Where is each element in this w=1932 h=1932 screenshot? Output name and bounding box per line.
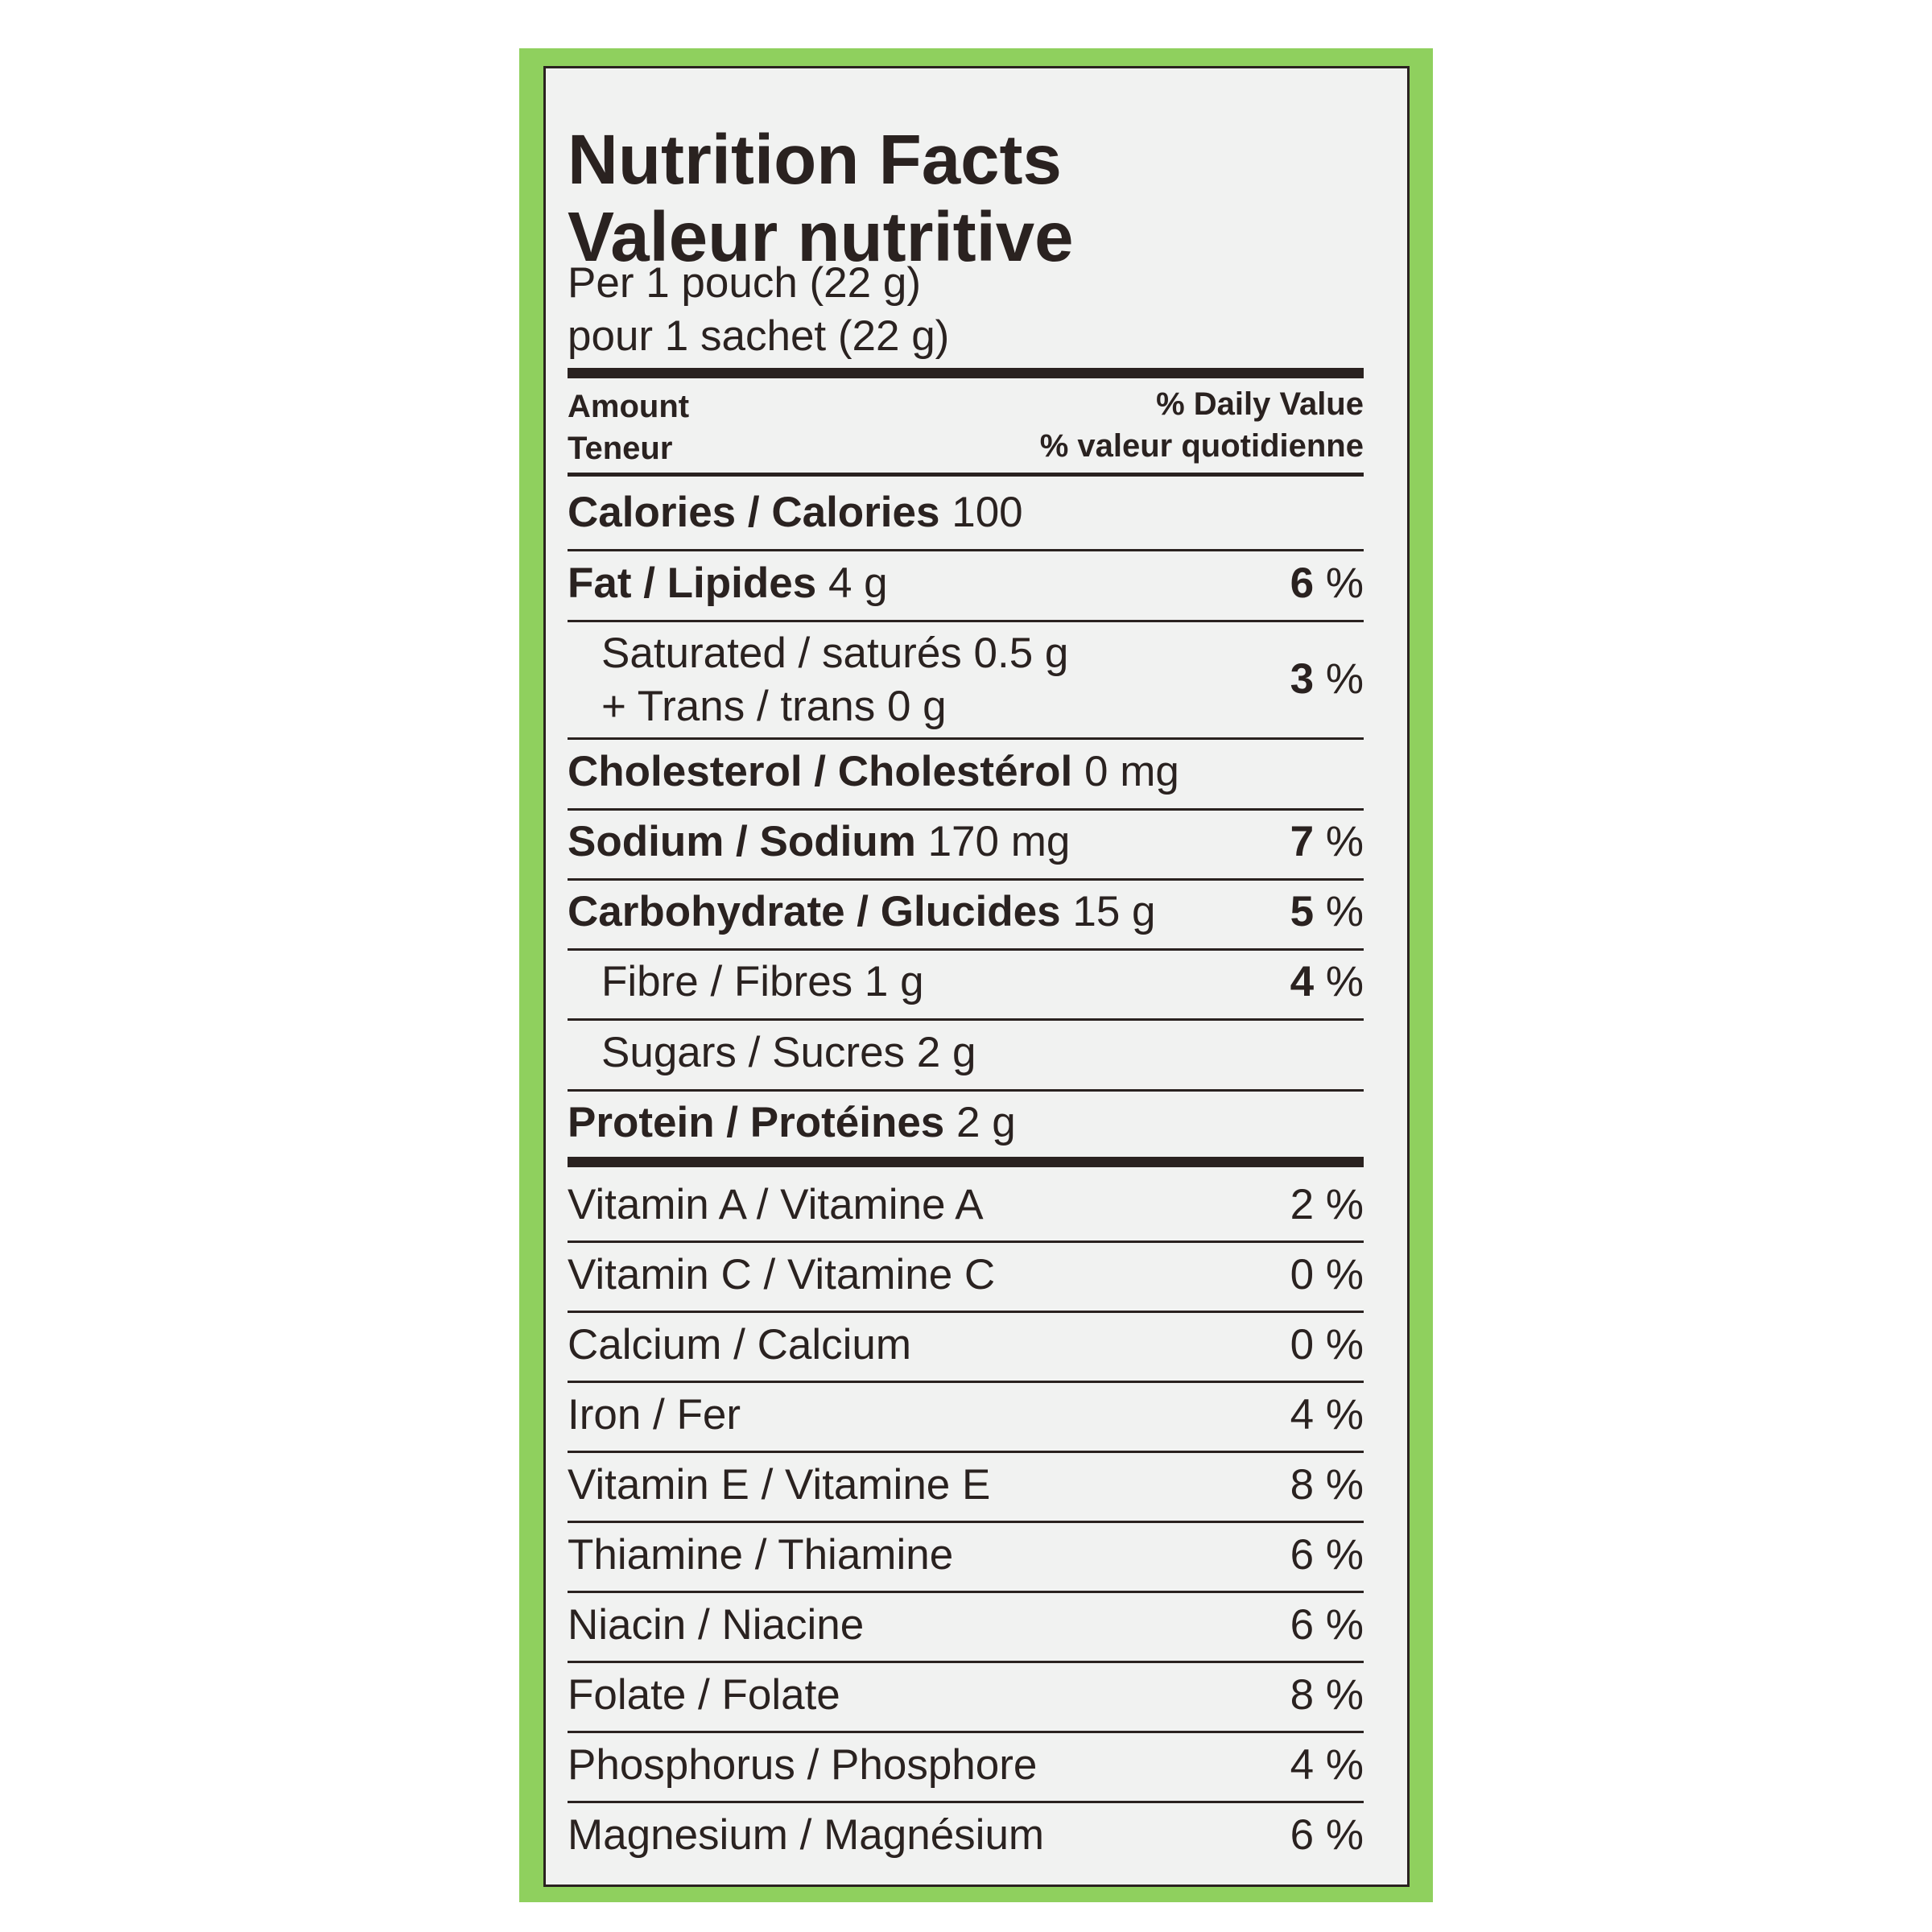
- daily-value-header-english: % Daily Value: [1156, 386, 1364, 422]
- nutrient-label: Sodium / Sodium 170 mg: [568, 818, 1071, 865]
- nutrient-label: Sugars / Sucres 2 g: [601, 1029, 976, 1076]
- daily-value: 5 %: [1290, 888, 1364, 935]
- daily-value: 0 %: [1290, 1251, 1364, 1298]
- divider: [568, 549, 1364, 551]
- divider: [568, 620, 1364, 622]
- daily-value: 7 %: [1290, 818, 1364, 865]
- divider: [568, 1661, 1364, 1663]
- divider: [568, 1089, 1364, 1092]
- vitamin-label: Vitamin C / Vitamine C: [568, 1251, 996, 1298]
- nutrient-label: Fat / Lipides 4 g: [568, 559, 888, 607]
- divider: [568, 1521, 1364, 1523]
- serving-size-english: Per 1 pouch (22 g): [568, 259, 921, 307]
- vitamin-label: Phosphorus / Phosphore: [568, 1741, 1038, 1789]
- vitamin-label: Iron / Fer: [568, 1391, 741, 1439]
- title-french: Valeur nutritive: [568, 198, 1074, 276]
- vitamin-label: Folate / Folate: [568, 1671, 840, 1719]
- divider: [568, 1801, 1364, 1803]
- nutrient-label: Protein / Protéines 2 g: [568, 1099, 1016, 1146]
- divider: [568, 473, 1364, 477]
- vitamin-label: Magnesium / Magnésium: [568, 1811, 1045, 1859]
- divider: [568, 1311, 1364, 1313]
- nutrient-label: Calories / Calories 100: [568, 489, 1023, 536]
- divider: [568, 808, 1364, 811]
- divider: [568, 1731, 1364, 1733]
- title-english: Nutrition Facts: [568, 121, 1062, 199]
- divider: [568, 1451, 1364, 1453]
- divider: [568, 948, 1364, 951]
- divider-thick: [568, 368, 1364, 378]
- daily-value: 4 %: [1290, 958, 1364, 1005]
- divider: [568, 737, 1364, 740]
- daily-value: 6 %: [1290, 1531, 1364, 1579]
- daily-value: 6 %: [1290, 559, 1364, 607]
- nutrition-facts-panel: Nutrition Facts Valeur nutritive Per 1 p…: [543, 66, 1410, 1887]
- divider: [568, 1381, 1364, 1383]
- divider-thick: [568, 1157, 1364, 1167]
- daily-value: 8 %: [1290, 1671, 1364, 1719]
- daily-value: 8 %: [1290, 1461, 1364, 1509]
- serving-size-french: pour 1 sachet (22 g): [568, 312, 950, 360]
- amount-header-english: Amount: [568, 389, 690, 424]
- vitamin-label: Thiamine / Thiamine: [568, 1531, 954, 1579]
- nutrient-label: Cholesterol / Cholestérol 0 mg: [568, 748, 1179, 795]
- nutrient-label: Fibre / Fibres 1 g: [601, 958, 924, 1005]
- divider: [568, 878, 1364, 881]
- daily-value-header-french: % valeur quotidienne: [1039, 428, 1364, 464]
- amount-header-french: Teneur: [568, 431, 673, 466]
- daily-value: 0 %: [1290, 1321, 1364, 1368]
- nutrient-label: Carbohydrate / Glucides 15 g: [568, 888, 1156, 935]
- nutrient-label-saturated: Saturated / saturés 0.5 g: [601, 630, 1069, 677]
- daily-value: 6 %: [1290, 1601, 1364, 1649]
- daily-value: 2 %: [1290, 1181, 1364, 1228]
- divider: [568, 1591, 1364, 1593]
- vitamin-label: Niacin / Niacine: [568, 1601, 865, 1649]
- vitamin-label: Vitamin A / Vitamine A: [568, 1181, 984, 1228]
- daily-value: 6 %: [1290, 1811, 1364, 1859]
- daily-value: 4 %: [1290, 1741, 1364, 1789]
- nutrient-label-trans: + Trans / trans 0 g: [601, 683, 947, 730]
- vitamin-label: Calcium / Calcium: [568, 1321, 912, 1368]
- divider: [568, 1018, 1364, 1021]
- daily-value: 4 %: [1290, 1391, 1364, 1439]
- daily-value: 3 %: [1290, 655, 1364, 703]
- vitamin-label: Vitamin E / Vitamine E: [568, 1461, 991, 1509]
- divider: [568, 1241, 1364, 1243]
- nutrition-facts-content: Nutrition Facts Valeur nutritive Per 1 p…: [568, 68, 1364, 1885]
